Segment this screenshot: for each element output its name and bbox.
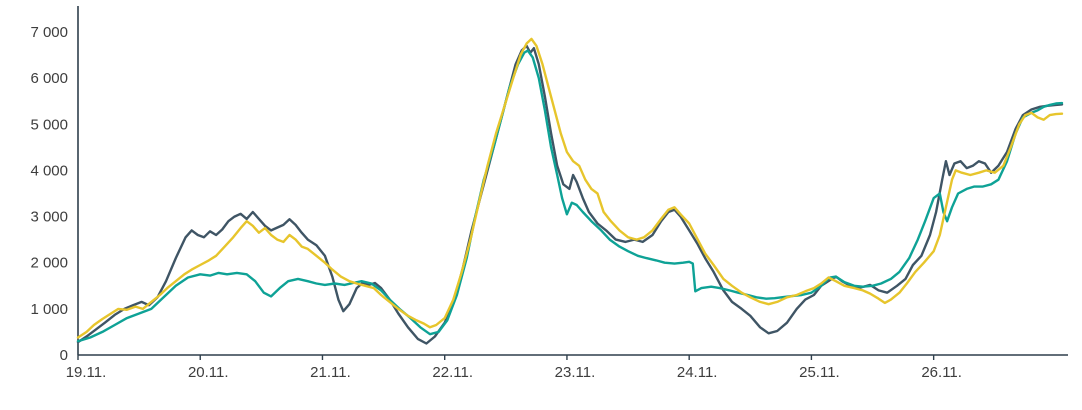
- y-axis-tick-label: 2 000: [30, 255, 68, 272]
- x-axis-tick-label: 19.11.: [66, 364, 107, 381]
- y-axis-tick-label: 7 000: [30, 24, 68, 41]
- y-axis-tick-label: 0: [60, 347, 68, 364]
- y-axis-tick-label: 3 000: [30, 209, 68, 226]
- y-axis-tick-label: 4 000: [30, 162, 68, 179]
- x-axis-tick-label: 26.11.: [921, 364, 962, 381]
- y-axis-tick-label: 1 000: [30, 301, 68, 318]
- y-axis-tick-label: 5 000: [30, 116, 68, 133]
- x-axis-tick-label: 24.11.: [677, 364, 718, 381]
- x-axis-tick-label: 25.11.: [799, 364, 840, 381]
- x-axis-tick-label: 22.11.: [432, 364, 473, 381]
- series-yellow-line: [76, 37, 1064, 339]
- series-dark-slate-line: [76, 44, 1064, 345]
- x-axis-tick-label: 23.11.: [555, 364, 596, 381]
- y-axis-tick-label: 6 000: [30, 70, 68, 87]
- x-axis-tick-label: 21.11.: [310, 364, 351, 381]
- series-teal-line: [76, 49, 1064, 343]
- x-axis-tick-label: 20.11.: [188, 364, 229, 381]
